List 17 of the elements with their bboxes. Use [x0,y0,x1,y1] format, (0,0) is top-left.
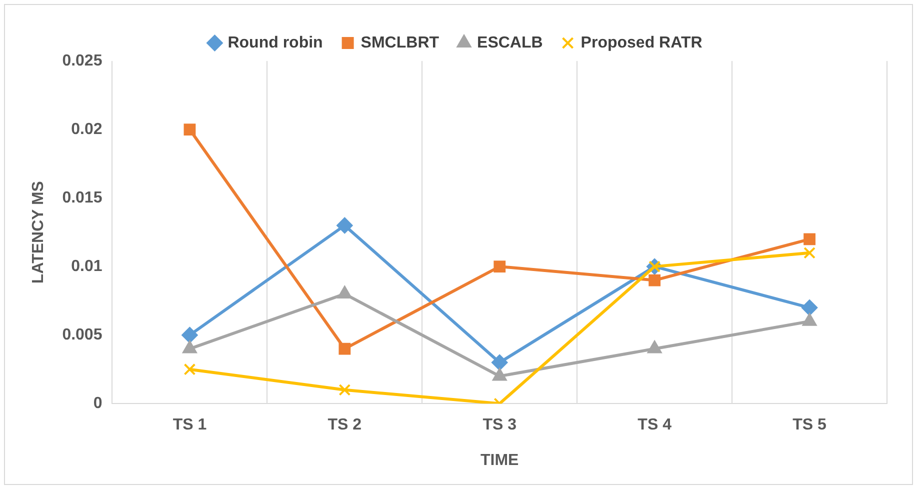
x-tick-label: TS 4 [638,416,672,434]
y-axis-title: LATENCY MS [30,180,48,284]
x-tick-label: TS 1 [172,416,207,434]
y-tick-label: 0.01 [71,258,102,275]
y-tick-label: 0.005 [62,326,102,344]
x-axis-title: TIME [480,452,520,469]
legend-label: ESCALB [477,34,543,52]
x-tick-label: TS 5 [792,416,827,434]
y-tick-label: 0.015 [62,189,102,206]
legend-label: Round robin [228,34,323,52]
legend-label: SMCLBRT [360,34,440,52]
y-tick-label: 0.02 [71,120,102,138]
x-tick-label: TS 3 [482,416,517,434]
legend-label: Proposed RATR [580,34,703,52]
y-tick-label: 0.025 [62,52,102,70]
y-tick-label: 0 [93,395,102,412]
x-tick-label: TS 2 [328,416,362,434]
